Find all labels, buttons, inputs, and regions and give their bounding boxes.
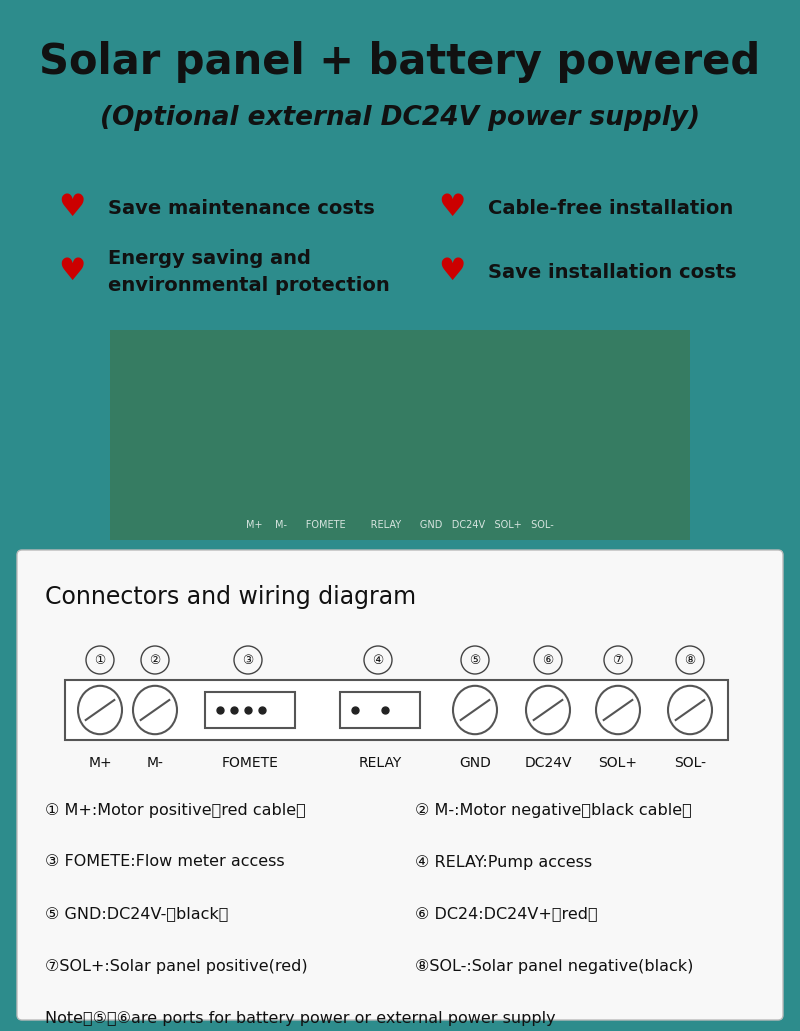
Text: ③ FOMETE:Flow meter access: ③ FOMETE:Flow meter access	[45, 855, 285, 869]
Text: ② M-:Motor negative（black cable）: ② M-:Motor negative（black cable）	[415, 802, 692, 818]
Text: M+: M+	[88, 756, 112, 770]
Text: ③: ③	[242, 654, 254, 666]
FancyBboxPatch shape	[17, 550, 783, 1020]
Text: ⑤ GND:DC24V-（black）: ⑤ GND:DC24V-（black）	[45, 906, 228, 922]
Text: ♥: ♥	[58, 258, 86, 287]
FancyBboxPatch shape	[110, 330, 690, 540]
Text: ♥: ♥	[438, 258, 466, 287]
Text: M+    M-      FOMETE        RELAY      GND   DC24V   SOL+   SOL-: M+ M- FOMETE RELAY GND DC24V SOL+ SOL-	[246, 520, 554, 530]
Text: SOL+: SOL+	[598, 756, 638, 770]
Text: ① M+:Motor positive（red cable）: ① M+:Motor positive（red cable）	[45, 802, 306, 818]
Text: DC24V: DC24V	[524, 756, 572, 770]
Text: ⑥ DC24:DC24V+（red）: ⑥ DC24:DC24V+（red）	[415, 906, 598, 922]
Text: RELAY: RELAY	[358, 756, 402, 770]
Text: Note：⑤、⑥are ports for battery power or external power supply: Note：⑤、⑥are ports for battery power or e…	[45, 1010, 556, 1026]
Text: Cable-free installation: Cable-free installation	[488, 199, 734, 218]
Text: ①: ①	[94, 654, 106, 666]
Text: ⑦: ⑦	[612, 654, 624, 666]
Bar	[65, 680, 728, 740]
Text: M-: M-	[146, 756, 163, 770]
Text: ④ RELAY:Pump access: ④ RELAY:Pump access	[415, 855, 592, 869]
Text: ②: ②	[150, 654, 161, 666]
Text: ⑥: ⑥	[542, 654, 554, 666]
Text: (Optional external DC24V power supply): (Optional external DC24V power supply)	[100, 105, 700, 131]
Text: ⑧SOL-:Solar panel negative(black): ⑧SOL-:Solar panel negative(black)	[415, 959, 694, 973]
Text: Energy saving and
environmental protection: Energy saving and environmental protecti…	[108, 250, 390, 295]
Text: Save installation costs: Save installation costs	[488, 263, 737, 281]
Bar	[340, 692, 420, 728]
Bar	[205, 692, 295, 728]
Text: Solar panel + battery powered: Solar panel + battery powered	[39, 41, 761, 84]
Text: ♥: ♥	[58, 194, 86, 223]
Text: ④: ④	[372, 654, 384, 666]
Text: ♥: ♥	[438, 194, 466, 223]
Text: Connectors and wiring diagram: Connectors and wiring diagram	[45, 585, 416, 609]
Text: ⑧: ⑧	[684, 654, 696, 666]
Text: SOL-: SOL-	[674, 756, 706, 770]
Text: ⑤: ⑤	[470, 654, 481, 666]
Text: ⑦SOL+:Solar panel positive(red): ⑦SOL+:Solar panel positive(red)	[45, 959, 308, 973]
Text: GND: GND	[459, 756, 491, 770]
Text: Save maintenance costs: Save maintenance costs	[108, 199, 374, 218]
Text: FOMETE: FOMETE	[222, 756, 278, 770]
